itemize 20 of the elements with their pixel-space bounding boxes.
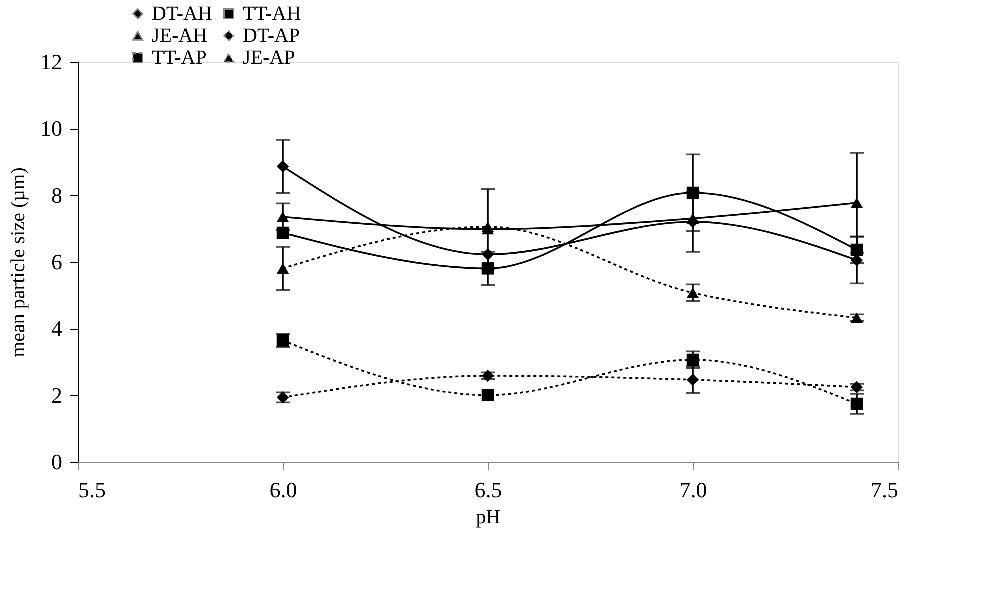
x-tick-label: 5.5	[78, 478, 106, 502]
y-tick-label: 4	[52, 316, 62, 342]
x-axis-title: pH	[476, 506, 501, 528]
x-tick-label: 6.0	[270, 478, 298, 502]
x-tick-label: 7.0	[680, 478, 708, 502]
legend-label: TT-AH	[243, 3, 302, 25]
legend-label: DT-AH	[152, 3, 212, 25]
x-tick-label: 7.5	[871, 478, 898, 502]
y-tick-label: 12	[40, 50, 62, 74]
y-tick-label: 2	[52, 382, 62, 408]
legend-label: TT-AP	[152, 47, 207, 69]
y-tick-label: 0	[52, 450, 62, 474]
legend-label: DT-AP	[243, 25, 300, 47]
legend-label: JE-AH	[152, 25, 208, 47]
y-tick-label: 6	[52, 250, 62, 274]
y-tick-label: 8	[52, 182, 62, 208]
y-tick-label: 10	[40, 116, 62, 142]
y-axis-title: mean particle size (µm)	[8, 168, 30, 358]
x-tick-label: 6.5	[474, 478, 502, 502]
legend-label: JE-AP	[243, 47, 296, 69]
